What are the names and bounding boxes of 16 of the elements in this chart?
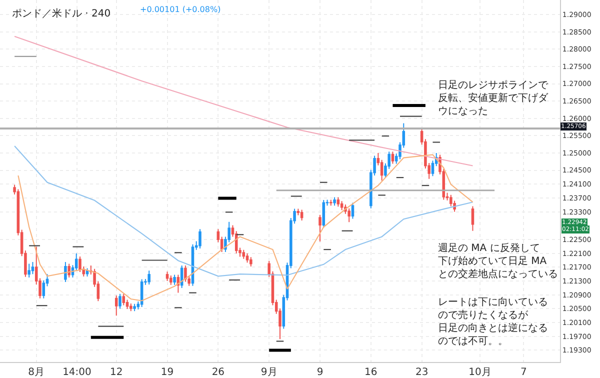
annotation: 日足のレジサポラインで反転、安値更新で下げダウになった — [438, 80, 549, 117]
x-tick-label: 10月 — [468, 367, 492, 378]
x-tick-label: 16 — [364, 367, 378, 378]
text: ポンド／米ドル · 240 — [12, 7, 111, 20]
text: +0.00101 (+0.08%) — [140, 5, 221, 14]
x-tick-label: 9 — [316, 367, 324, 378]
annotation: 週足の MA に反発して下げ始めていて日足 MAとの交差地点になっている — [438, 242, 558, 280]
x-tick-label: 8月 — [28, 367, 45, 378]
x-tick-label: 23 — [415, 367, 428, 378]
x-tick-label: 19 — [160, 367, 174, 378]
x-tick-label: 12 — [110, 367, 123, 378]
x-tick-label: 26 — [212, 367, 225, 378]
x-tick-label: 9月 — [260, 367, 278, 378]
x-tick-label: 14:00 — [62, 367, 92, 378]
x-tick-label: 7 — [520, 367, 527, 378]
annotation: レートは下に向いているので売りたくなるが日足の向きとは逆になるのでは不可。。 — [438, 296, 548, 347]
